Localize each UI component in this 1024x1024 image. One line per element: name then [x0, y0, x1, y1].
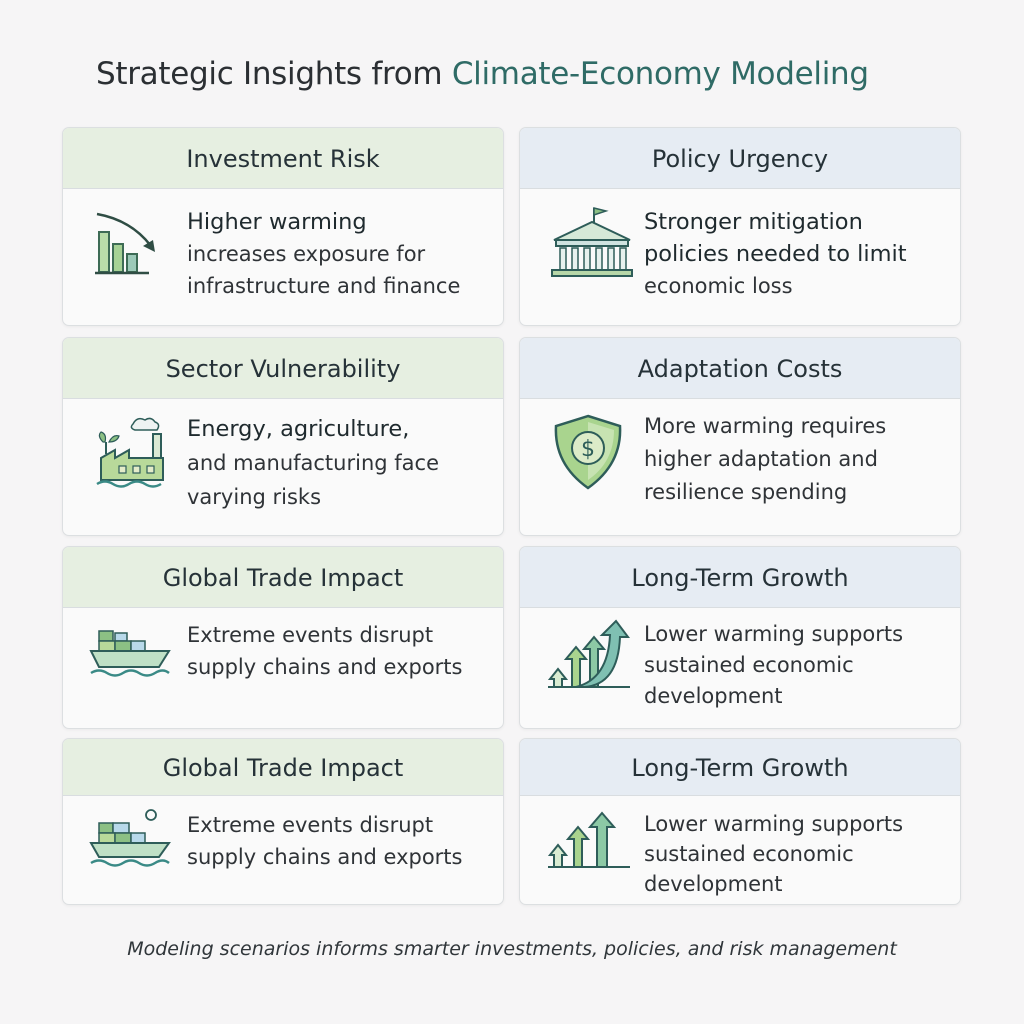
cargo-ship-icon: [89, 621, 175, 707]
card-header: Sector Vulnerability: [63, 338, 503, 399]
card-detail-text: Extreme events disrupt supply chains and…: [187, 813, 463, 869]
card-detail-text: and manufacturing face varying risks: [187, 451, 439, 509]
factory-icon: [93, 414, 179, 500]
card-header: Long-Term Growth: [520, 547, 960, 608]
declining-bar-chart-icon: [93, 212, 179, 298]
card-lead-text: Energy, agriculture,: [187, 416, 410, 442]
card-lead-text: Higher warming: [187, 209, 367, 235]
card-text: Extreme events disrupt supply chains and…: [187, 809, 497, 873]
rising-arrows-icon: [546, 805, 632, 891]
card-detail-text: economic loss: [644, 274, 793, 298]
title-part-1: Strategic Insights from: [96, 56, 452, 92]
card-header: Long-Term Growth: [520, 739, 960, 796]
insight-card-global-trade-impact-2: Global Trade Impact Extreme events disru…: [62, 738, 504, 905]
card-text: Lower warming supports sustained economi…: [644, 619, 954, 712]
card-lead-text: Stronger mitigation policies needed to l…: [644, 209, 907, 267]
card-header: Adaptation Costs: [520, 338, 960, 399]
title-part-2: Climate-Economy Modeling: [451, 56, 869, 92]
card-detail-text: Extreme events disrupt supply chains and…: [187, 623, 463, 679]
card-detail-text: increases exposure for infrastructure an…: [187, 242, 461, 298]
card-text: More warming requires higher adaptation …: [644, 410, 954, 509]
insight-card-long-term-growth: Long-Term Growth Lower warming supports …: [519, 546, 961, 729]
card-text: Lower warming supports sustained economi…: [644, 809, 954, 899]
card-text: Higher warming increases exposure for in…: [187, 206, 497, 302]
card-detail-text: Lower warming supports sustained economi…: [644, 622, 904, 708]
card-text: Extreme events disrupt supply chains and…: [187, 619, 497, 683]
svg-text:$: $: [581, 437, 595, 462]
card-detail-text: Lower warming supports sustained economi…: [644, 812, 904, 896]
dollar-shield-icon: $: [550, 412, 636, 498]
card-header: Global Trade Impact: [63, 739, 503, 796]
footer-caption: Modeling scenarios informs smarter inves…: [127, 938, 897, 960]
card-text: Stronger mitigation policies needed to l…: [644, 206, 954, 302]
card-header: Policy Urgency: [520, 128, 960, 189]
card-header: Global Trade Impact: [63, 547, 503, 608]
card-header: Investment Risk: [63, 128, 503, 189]
page-title: Strategic Insights from Climate-Economy …: [96, 56, 869, 92]
insight-card-investment-risk: Investment Risk Higher warming increases…: [62, 127, 504, 326]
insight-card-sector-vulnerability: Sector Vulnerability Energy, agriculture…: [62, 337, 504, 536]
card-detail-text: More warming requires higher adaptation …: [644, 414, 887, 504]
rising-arrows-icon: [546, 619, 632, 705]
insight-card-adaptation-costs: Adaptation Costs $ More warming requires…: [519, 337, 961, 536]
card-text: Energy, agriculture, and manufacturing f…: [187, 412, 497, 514]
insight-card-global-trade-impact: Global Trade Impact Extreme events disru…: [62, 546, 504, 729]
insight-card-long-term-growth-2: Long-Term Growth Lower warming supports …: [519, 738, 961, 905]
insight-card-policy-urgency: Policy Urgency Stronger mitigation polic…: [519, 127, 961, 326]
government-building-icon: [548, 204, 634, 290]
cargo-ship-icon: [89, 805, 175, 891]
